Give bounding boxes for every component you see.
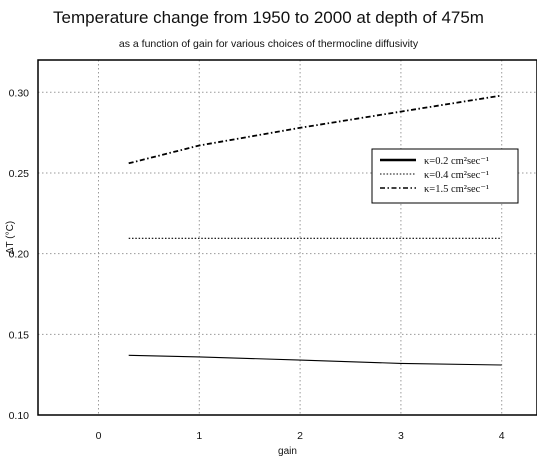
- legend-label-2: κ=0.4 cm²sec⁻¹: [424, 170, 489, 181]
- y-axis-label: ΔT (°C): [5, 221, 16, 254]
- legend-label-3: κ=1.5 cm²sec⁻¹: [424, 184, 489, 195]
- y-tick-label: 0.25: [9, 168, 30, 180]
- series-line-3: [128, 94, 502, 165]
- x-tick-label: 2: [297, 430, 303, 442]
- tick-labels: 0 1 2 3 4 0.10 0.15 0.20 0.25 0.30: [9, 87, 505, 442]
- y-tick-label: 0.20: [9, 249, 30, 261]
- legend-box: [371, 148, 519, 204]
- y-tick-label: 0.30: [9, 87, 30, 99]
- legend: κ=0.2 cm²sec⁻¹ κ=0.4 cm²sec⁻¹ κ=1.5 cm²sec…: [371, 148, 519, 204]
- legend-label-1: κ=0.2 cm²sec⁻¹: [424, 156, 489, 167]
- y-tick-label: 0.10: [9, 410, 30, 422]
- x-tick-label: 3: [398, 430, 404, 442]
- series-lines: [128, 94, 502, 366]
- y-tick-label: 0.15: [9, 329, 30, 341]
- x-tick-label: 0: [96, 430, 102, 442]
- x-tick-label: 4: [499, 430, 505, 442]
- chart-subtitle: as a function of gain for various choice…: [118, 38, 419, 50]
- chart-title: Temperature change from 1950 to 2000 at …: [53, 8, 484, 27]
- plot-frame: [37, 59, 537, 416]
- series-line-1: [128, 354, 502, 366]
- grid-lines: [38, 60, 537, 416]
- x-tick-label: 1: [196, 430, 202, 442]
- x-axis-label: gain: [278, 446, 297, 457]
